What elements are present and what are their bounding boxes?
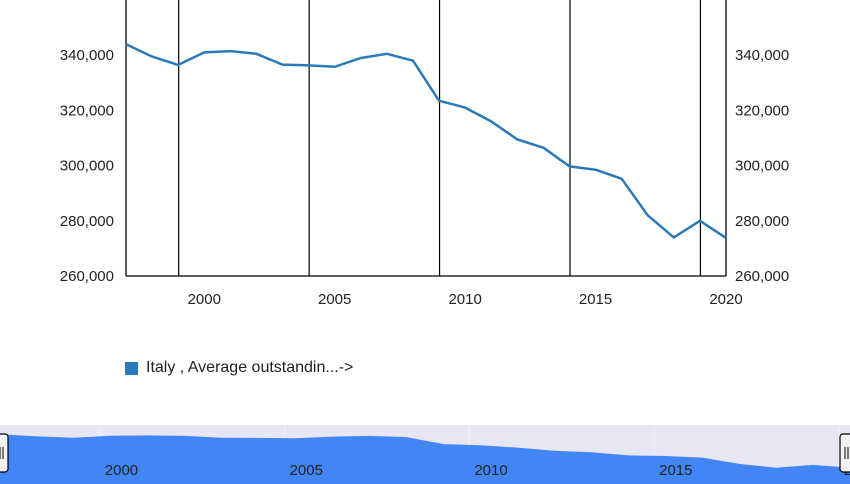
x-tick-label: 2005 <box>318 291 351 308</box>
series-line <box>125 43 727 239</box>
axes <box>125 0 727 277</box>
y-tick-label-left: 280,000 <box>60 213 114 230</box>
x-tick-label: 2015 <box>579 291 612 308</box>
y-tick-label-left: 300,000 <box>60 158 114 175</box>
navigator-handle-right[interactable] <box>839 433 850 473</box>
navigator-label: 2005 <box>290 462 323 479</box>
legend-item[interactable]: Italy , Average outstandin...-> <box>125 359 353 377</box>
y-tick-label-right: 280,000 <box>735 213 789 230</box>
legend-swatch <box>125 361 138 375</box>
grid-lines <box>178 0 702 276</box>
x-tick-label: 2020 <box>709 291 742 308</box>
navigator-handle-left[interactable] <box>0 433 9 473</box>
navigator-label: 2015 <box>659 462 692 479</box>
y-tick-label-right: 320,000 <box>735 102 789 119</box>
y-tick-label-right: 300,000 <box>735 158 789 175</box>
legend-label: Italy , Average outstandin...-> <box>146 359 354 376</box>
y-tick-label-left: 320,000 <box>60 102 114 119</box>
x-tick-label: 2010 <box>448 291 481 308</box>
navigator-area <box>0 434 850 484</box>
navigator-label: 2000 <box>105 462 138 479</box>
navigator-label: 2010 <box>474 462 507 479</box>
series-layer <box>125 43 727 239</box>
tick-labels: 260,000 260,000 280,000 280,000 300,000 300,0… <box>60 47 789 308</box>
line-chart: 260,000 260,000 280,000 280,000 300,000 300,0… <box>60 0 789 308</box>
y-tick-label-left: 340,000 <box>60 47 114 64</box>
y-tick-label-right: 260,000 <box>735 268 789 285</box>
y-tick-label-right: 340,000 <box>735 47 789 64</box>
x-tick-label: 2000 <box>188 291 221 308</box>
y-tick-label-left: 260,000 <box>60 268 114 285</box>
